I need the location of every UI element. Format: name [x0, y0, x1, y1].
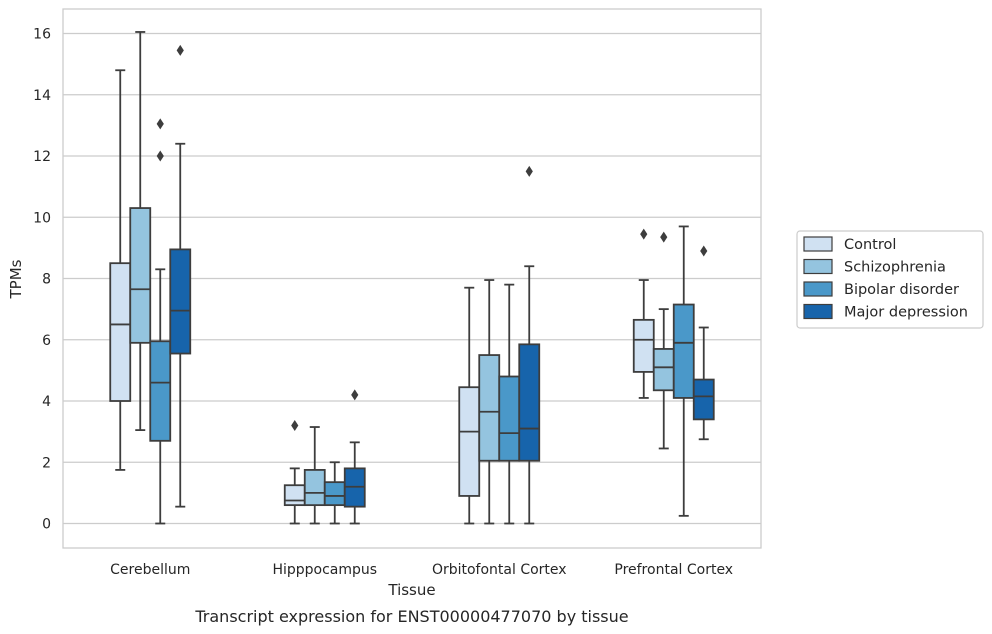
box-group — [458, 286, 481, 525]
y-tick-label: 4 — [42, 394, 51, 410]
legend-swatch — [803, 281, 833, 297]
legend: Control Schizophrenia Bipolar disorder Majo… — [796, 230, 984, 329]
y-axis-label: TPMs — [7, 259, 25, 299]
outlier-point — [176, 44, 184, 56]
gridlines — [63, 32, 761, 525]
x-tick-label: Prefrontal Cortex — [614, 562, 733, 578]
y-tick-label: 10 — [33, 210, 51, 226]
box-group — [518, 165, 541, 525]
box-group — [303, 426, 326, 525]
box — [518, 343, 541, 462]
x-tick-label: Hipppocampus — [272, 562, 377, 578]
box-group — [149, 118, 172, 525]
box-group — [129, 31, 152, 431]
y-axis-ticks: 0 2 4 6 8 10 12 14 16 — [33, 27, 51, 533]
y-tick-label: 14 — [33, 88, 51, 104]
box — [303, 469, 326, 507]
outlier-point — [640, 228, 648, 240]
y-tick-label: 12 — [33, 149, 51, 165]
outlier-point — [700, 245, 708, 257]
box — [109, 262, 132, 402]
outlier-point — [291, 420, 299, 431]
y-tick-label: 6 — [42, 333, 51, 349]
outlier-point — [525, 165, 533, 177]
box — [478, 354, 501, 462]
box — [149, 340, 172, 442]
box — [672, 303, 695, 399]
box — [632, 318, 655, 373]
legend-swatch — [803, 236, 833, 252]
y-tick-label: 0 — [42, 517, 51, 533]
box-group — [283, 420, 306, 525]
y-tick-label: 8 — [42, 272, 51, 288]
box — [323, 481, 346, 507]
legend-label: Major depression — [844, 305, 968, 321]
box-group — [672, 225, 695, 517]
box-group — [498, 283, 521, 525]
outlier-point — [156, 118, 164, 130]
y-tick-label: 16 — [33, 27, 51, 43]
box-group — [478, 279, 501, 525]
box-group — [652, 231, 675, 450]
chart-caption: Transcript expression for ENST0000047707… — [194, 607, 628, 626]
legend-label: Bipolar disorder — [844, 282, 959, 298]
box-group — [692, 245, 715, 441]
x-axis-label: Tissue — [387, 581, 435, 599]
legend-label: Control — [844, 237, 896, 253]
box — [692, 378, 715, 421]
box — [283, 484, 306, 507]
outlier-point — [660, 231, 668, 243]
box-group — [632, 228, 655, 399]
box — [498, 375, 521, 462]
outlier-point — [156, 150, 164, 162]
y-tick-label: 2 — [42, 455, 51, 471]
plot-frame — [62, 8, 762, 549]
box-plot-series — [109, 31, 715, 525]
box-group — [169, 44, 192, 508]
outlier-point — [351, 389, 359, 401]
box-group — [343, 389, 366, 525]
box-group — [109, 69, 132, 471]
x-tick-label: Cerebellum — [110, 562, 190, 578]
legend-swatch — [803, 303, 833, 320]
box — [458, 386, 481, 497]
box — [652, 348, 675, 392]
box — [129, 207, 152, 344]
legend-swatch — [803, 258, 833, 275]
x-tick-label: Orbitofontal Cortex — [432, 562, 567, 578]
box — [169, 248, 192, 355]
box-group — [323, 461, 346, 525]
legend-label: Schizophrenia — [844, 260, 946, 276]
x-axis-ticks: Cerebellum Hipppocampus Orbitofontal Corte… — [110, 562, 733, 578]
legend-frame — [796, 230, 984, 329]
